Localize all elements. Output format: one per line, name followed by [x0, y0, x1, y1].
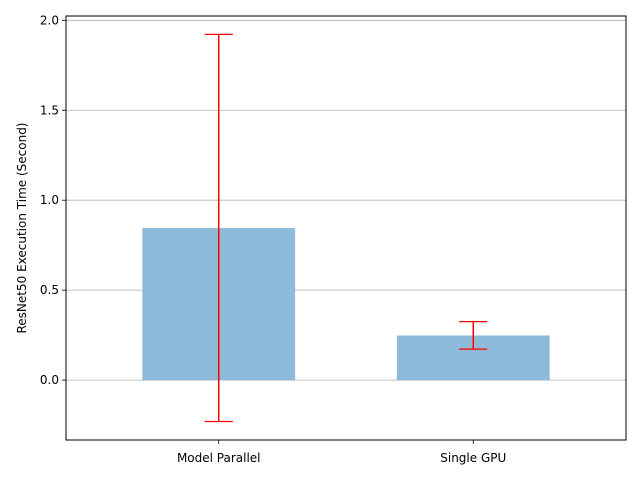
x-tick-label: Single GPU — [440, 451, 506, 465]
y-tick-label: 1.0 — [40, 193, 59, 207]
y-axis-label: ResNet50 Execution Time (Second) — [15, 123, 29, 334]
y-ticks: 0.0 0.5 1.0 1.5 2.0 — [40, 13, 66, 387]
plot-frame — [65, 15, 627, 441]
bars — [142, 228, 550, 381]
y-tick-label: 2.0 — [40, 13, 59, 27]
y-tick-label: 0.0 — [40, 373, 59, 387]
x-tick-label: Model Parallel — [177, 451, 261, 465]
y-tick-label: 0.5 — [40, 283, 59, 297]
y-tick-label: 1.5 — [40, 103, 59, 117]
x-ticks: Model Parallel Single GPU — [177, 440, 506, 465]
error-bars — [204, 33, 488, 423]
